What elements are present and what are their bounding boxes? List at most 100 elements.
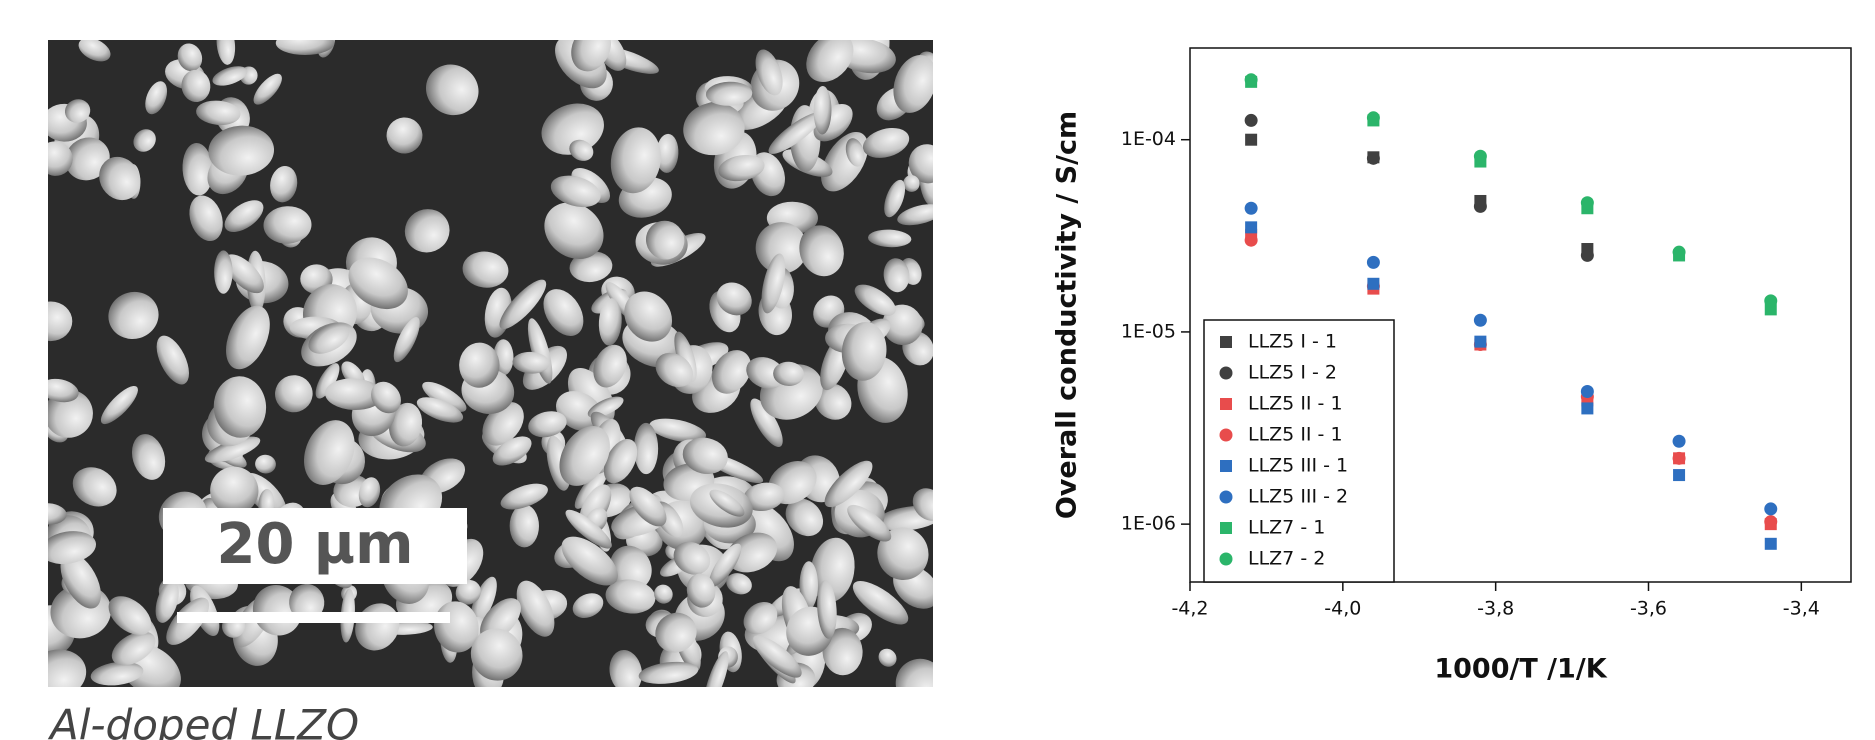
particle [773,361,804,386]
particle [512,351,550,374]
particle [638,661,699,684]
legend-label: LLZ5 II - 1 [1248,424,1343,446]
particle [799,561,818,610]
particle [213,376,267,438]
particle [358,477,381,508]
particle [492,436,532,466]
particle [425,64,479,116]
particle [393,317,420,363]
x-tick-label: -3,6 [1630,598,1667,620]
particle [275,40,335,55]
legend-marker [1219,428,1233,442]
circle-marker [1244,201,1258,215]
particle [204,436,261,463]
particle [155,580,179,623]
particle [726,532,778,573]
particle [48,649,87,687]
plot-frame [1189,47,1852,583]
particle [813,85,832,135]
particle [131,434,166,480]
particle [48,301,73,342]
circle-marker [1244,73,1258,87]
particle [561,536,618,586]
particle [716,282,752,316]
particle [304,420,355,485]
particle [593,344,627,388]
x-tick-label: -4,2 [1171,598,1208,620]
particle [189,195,223,242]
particle [822,627,863,676]
y-tick-label: 1E-04 [1121,128,1176,150]
particle [897,204,933,226]
caption: Al-doped LLZO [47,701,359,740]
particle [224,254,264,294]
legend-label: LLZ7 - 2 [1248,548,1325,570]
particle [550,175,601,208]
particle [571,40,611,72]
particle [108,596,152,636]
legend-label: LLZ5 I - 2 [1248,362,1337,384]
particle [541,103,604,155]
particle [705,81,753,106]
legend-marker [1220,336,1232,348]
legend-marker [1220,522,1232,534]
circle-marker [1580,196,1594,210]
particle [883,258,910,293]
particle [895,658,933,687]
particle [845,138,865,167]
particle [214,250,233,294]
circle-marker [1764,515,1778,529]
particle [824,460,873,508]
particle [196,100,241,126]
particle [371,381,401,414]
particle [629,486,667,527]
particle [654,584,673,604]
particle [574,466,609,509]
particle [509,504,539,548]
particle [455,579,481,605]
particle [388,402,423,447]
particle [755,222,808,274]
circle-marker [1366,255,1380,269]
particle [847,504,892,542]
circle-marker [1580,384,1594,398]
square-marker [1474,335,1487,348]
circle-marker [1244,113,1258,127]
circle-marker [1473,313,1487,327]
particle [624,291,673,342]
square-marker [1367,277,1380,290]
particle [603,438,638,484]
scale-bar [177,612,450,623]
legend-marker [1220,398,1232,410]
square-marker [1245,221,1258,234]
particle [544,202,604,260]
particle [459,342,500,388]
circle-marker [1473,149,1487,163]
particle [704,651,729,687]
particle [682,437,728,475]
particle [673,541,711,575]
legend-label: LLZ7 - 1 [1248,517,1325,539]
particle [404,209,450,253]
particle [60,552,101,609]
particle [64,99,91,123]
circle-marker [1366,151,1380,165]
circle-marker [1764,294,1778,308]
particle [470,576,497,626]
legend-box [1203,319,1395,583]
particle [470,628,523,681]
particle [48,503,67,525]
legend-label: LLZ5 I - 1 [1248,331,1337,353]
particle [324,378,383,411]
particle [416,397,464,423]
particle [543,289,584,336]
particle [610,127,661,194]
circle-marker [1244,233,1258,247]
square-marker [1673,469,1686,482]
particle [212,66,248,86]
particle [559,426,610,486]
x-axis-label: 1000/T /1/K [1434,654,1607,685]
particle [709,489,745,517]
particle [752,635,802,678]
scale-bar-box [163,508,467,584]
